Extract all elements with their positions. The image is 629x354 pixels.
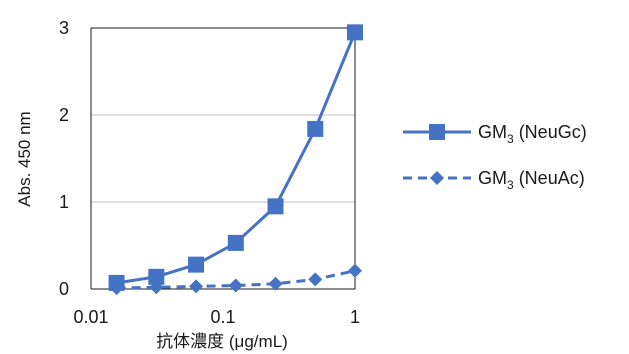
- data-point-0-4: [267, 198, 284, 215]
- data-point-1-6: [348, 263, 362, 278]
- x-tick-label-2: 1: [350, 307, 360, 327]
- y-axis-title: Abs. 450 nm: [15, 111, 34, 206]
- axes: [90, 27, 356, 290]
- legend-label-1: GM3 (NeuAc): [478, 168, 585, 192]
- data-point-0-3: [227, 234, 244, 251]
- x-tick-labels: 0.01 0.1 1: [73, 307, 360, 327]
- y-tick-label-2: 2: [59, 105, 69, 125]
- data-point-1-1: [149, 280, 164, 295]
- data-point-1-3: [228, 278, 243, 293]
- legend-label-0: GM3 (NeuGc): [478, 122, 587, 146]
- series-layer: [108, 24, 363, 296]
- y-tick-labels: 0 1 2 3: [59, 18, 69, 299]
- legend-item-0: GM3 (NeuGc): [403, 122, 587, 146]
- data-point-0-6: [347, 24, 363, 41]
- legend-marker-0: [429, 124, 445, 140]
- data-point-0-1: [148, 268, 165, 285]
- data-point-1-0: [109, 281, 124, 296]
- y-tick-label-1: 1: [59, 192, 69, 212]
- legend: GM3 (NeuGc) GM3 (NeuAc): [403, 122, 587, 192]
- data-point-1-2: [189, 279, 204, 294]
- legend-marker-1: [430, 171, 444, 185]
- data-point-1-4: [268, 276, 283, 291]
- data-point-1-5: [308, 272, 323, 287]
- y-tick-label-0: 0: [59, 279, 69, 299]
- x-axis-title: 抗体濃度 (μg/mL): [156, 332, 288, 351]
- series-1: [109, 263, 362, 296]
- y-tick-label-3: 3: [59, 18, 69, 38]
- legend-item-1: GM3 (NeuAc): [403, 168, 585, 192]
- x-tick-label-0: 0.01: [73, 307, 108, 327]
- x-tick-label-1: 0.1: [210, 307, 235, 327]
- data-point-0-5: [307, 120, 324, 137]
- data-point-0-2: [188, 256, 205, 273]
